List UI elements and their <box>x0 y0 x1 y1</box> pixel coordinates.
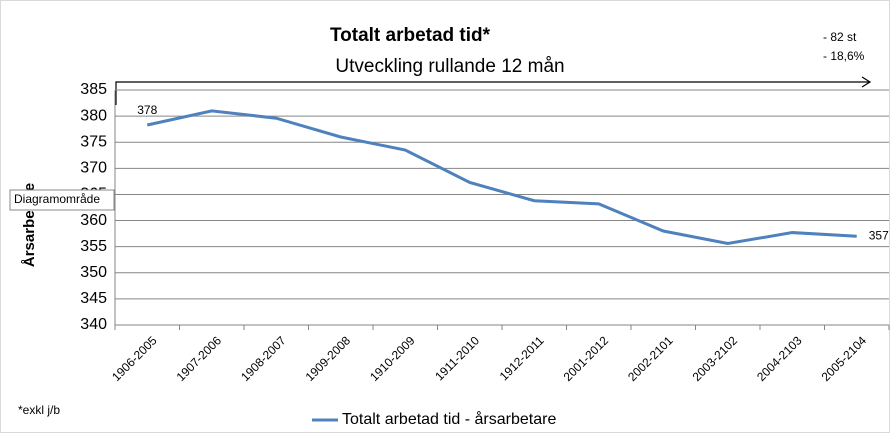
annotation: - 82 st <box>823 30 857 44</box>
data-label: 378 <box>137 103 157 117</box>
line <box>146 109 857 246</box>
tooltip <box>9 189 115 211</box>
y-tick-label: 380 <box>80 107 107 124</box>
annotation: - 18,6% <box>823 49 865 63</box>
legend-label: Totalt arbetad tid - årsarbetare <box>342 410 556 428</box>
y-tick-label: 385 <box>80 81 107 98</box>
chart-subtitle: Utveckling rullande 12 mån <box>335 56 564 77</box>
arrow <box>115 76 872 105</box>
chart-title: Totalt arbetad tid* <box>330 25 491 46</box>
y-tick-label: 370 <box>80 160 107 177</box>
data-label: 357 <box>869 228 889 242</box>
tooltip-text: Diagramområde <box>14 192 100 206</box>
y-tick-label: 375 <box>80 133 107 150</box>
footnote: *exkl j/b <box>18 403 60 417</box>
y-tick-label: 345 <box>80 290 107 307</box>
y-tick-label: 350 <box>80 264 107 281</box>
y-tick-label: 340 <box>80 316 107 333</box>
y-tick-label: 355 <box>80 238 107 255</box>
y-tick-label: 360 <box>80 212 107 229</box>
